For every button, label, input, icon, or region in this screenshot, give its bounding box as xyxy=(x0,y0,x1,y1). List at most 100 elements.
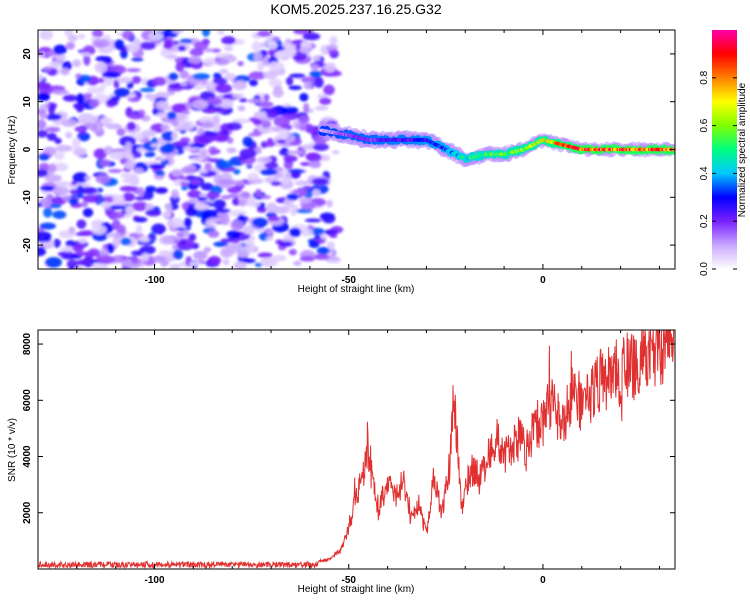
y-tick-label: 8000 xyxy=(22,332,33,355)
noise-blob xyxy=(187,56,202,64)
noise-blob xyxy=(251,41,262,52)
noise-blob xyxy=(44,174,62,182)
noise-blob xyxy=(213,135,229,143)
noise-blob xyxy=(93,148,108,159)
noise-blob xyxy=(166,111,177,120)
noise-blob xyxy=(265,235,274,241)
noise-blob xyxy=(180,137,191,143)
noise-blob xyxy=(39,51,46,58)
noise-blob xyxy=(117,224,126,235)
noise-blob xyxy=(299,92,309,102)
noise-blob xyxy=(159,144,175,154)
noise-blob xyxy=(110,95,121,101)
noise-blob xyxy=(215,58,230,66)
noise-blob xyxy=(99,116,113,126)
noise-blob xyxy=(72,59,82,68)
noise-blob xyxy=(185,207,198,217)
y-tick-label: 4000 xyxy=(22,445,33,468)
noise-blob xyxy=(255,188,262,198)
spectrogram-y-ticks: -20 -10 0 10 20 xyxy=(22,48,675,252)
noise-blob xyxy=(190,179,202,185)
noise-blob xyxy=(313,253,330,260)
noise-blob xyxy=(226,121,242,131)
noise-blob xyxy=(103,71,121,79)
noise-blob xyxy=(213,72,222,79)
noise-blob xyxy=(139,245,156,255)
noise-blob xyxy=(167,83,183,89)
noise-blob xyxy=(282,106,299,114)
noise-blob xyxy=(104,145,113,155)
noise-blob xyxy=(166,90,175,96)
noise-blob xyxy=(183,217,192,228)
signal-track xyxy=(317,120,675,168)
noise-blob xyxy=(157,157,167,162)
x-tick-label: -50 xyxy=(342,275,357,286)
noise-blob xyxy=(95,174,111,184)
noise-blob xyxy=(52,210,67,219)
noise-blob xyxy=(221,129,229,136)
noise-blob xyxy=(139,87,155,93)
colorbar-ticks: 0.0 0.2 0.4 0.6 0.8 xyxy=(699,70,737,276)
noise-blob xyxy=(180,81,188,87)
noise-blob xyxy=(278,148,291,156)
noise-blob xyxy=(127,113,144,120)
noise-blob xyxy=(226,186,242,194)
noise-blob xyxy=(38,231,52,242)
noise-blob xyxy=(294,180,310,186)
noise-blob xyxy=(187,190,203,199)
noise-blob xyxy=(267,41,278,50)
noise-blob xyxy=(236,250,250,258)
colorbar-bar xyxy=(712,30,737,269)
snr-x-ticks: -100 -50 0 xyxy=(37,330,660,586)
snr-y-axis-label: SNR (10 * v/v) xyxy=(7,418,18,482)
noise-blob xyxy=(174,114,190,121)
noise-blob xyxy=(166,87,183,92)
noise-blob xyxy=(69,197,79,206)
noise-blob xyxy=(257,252,273,258)
noise-blob xyxy=(261,141,276,147)
noise-blob xyxy=(207,80,215,89)
noise-blob xyxy=(94,62,108,73)
noise-blob xyxy=(252,217,269,228)
noise-blob xyxy=(303,81,313,90)
noise-blob xyxy=(38,169,49,178)
noise-blob xyxy=(119,135,137,147)
noise-blob xyxy=(82,207,94,218)
noise-blob xyxy=(99,159,111,167)
noise-blob xyxy=(171,30,184,34)
noise-blob xyxy=(171,189,180,199)
noise-blob xyxy=(78,238,87,244)
snr-y-ticks: 2000 4000 6000 8000 xyxy=(22,332,675,524)
noise-blob xyxy=(100,202,113,208)
noise-blob xyxy=(55,144,73,152)
noise-blob xyxy=(230,219,245,231)
noise-blob xyxy=(38,162,50,172)
noise-blob xyxy=(237,60,244,67)
noise-blob xyxy=(38,73,44,82)
noise-blob xyxy=(43,66,52,72)
noise-blob xyxy=(152,76,168,86)
noise-blob xyxy=(201,121,215,129)
noise-blob xyxy=(163,210,172,219)
noise-blob xyxy=(167,220,174,228)
noise-blob xyxy=(144,151,156,158)
noise-blob xyxy=(108,205,127,210)
noise-blob xyxy=(206,217,222,223)
noise-blob xyxy=(38,92,51,102)
noise-blob xyxy=(126,42,140,53)
noise-blob xyxy=(39,113,48,119)
noise-blob xyxy=(278,128,289,140)
noise-blob xyxy=(122,192,135,202)
noise-blob xyxy=(168,72,179,81)
noise-blob xyxy=(75,251,91,256)
noise-blob xyxy=(205,97,223,106)
noise-blob xyxy=(112,236,121,248)
noise-blob xyxy=(272,88,284,98)
noise-blob xyxy=(325,44,339,50)
x-tick-label: 0 xyxy=(540,275,546,286)
noise-blob xyxy=(190,157,204,162)
noise-blob xyxy=(98,46,113,54)
noise-blob xyxy=(160,124,170,132)
noise-blob xyxy=(298,114,310,124)
noise-blob xyxy=(316,246,330,255)
